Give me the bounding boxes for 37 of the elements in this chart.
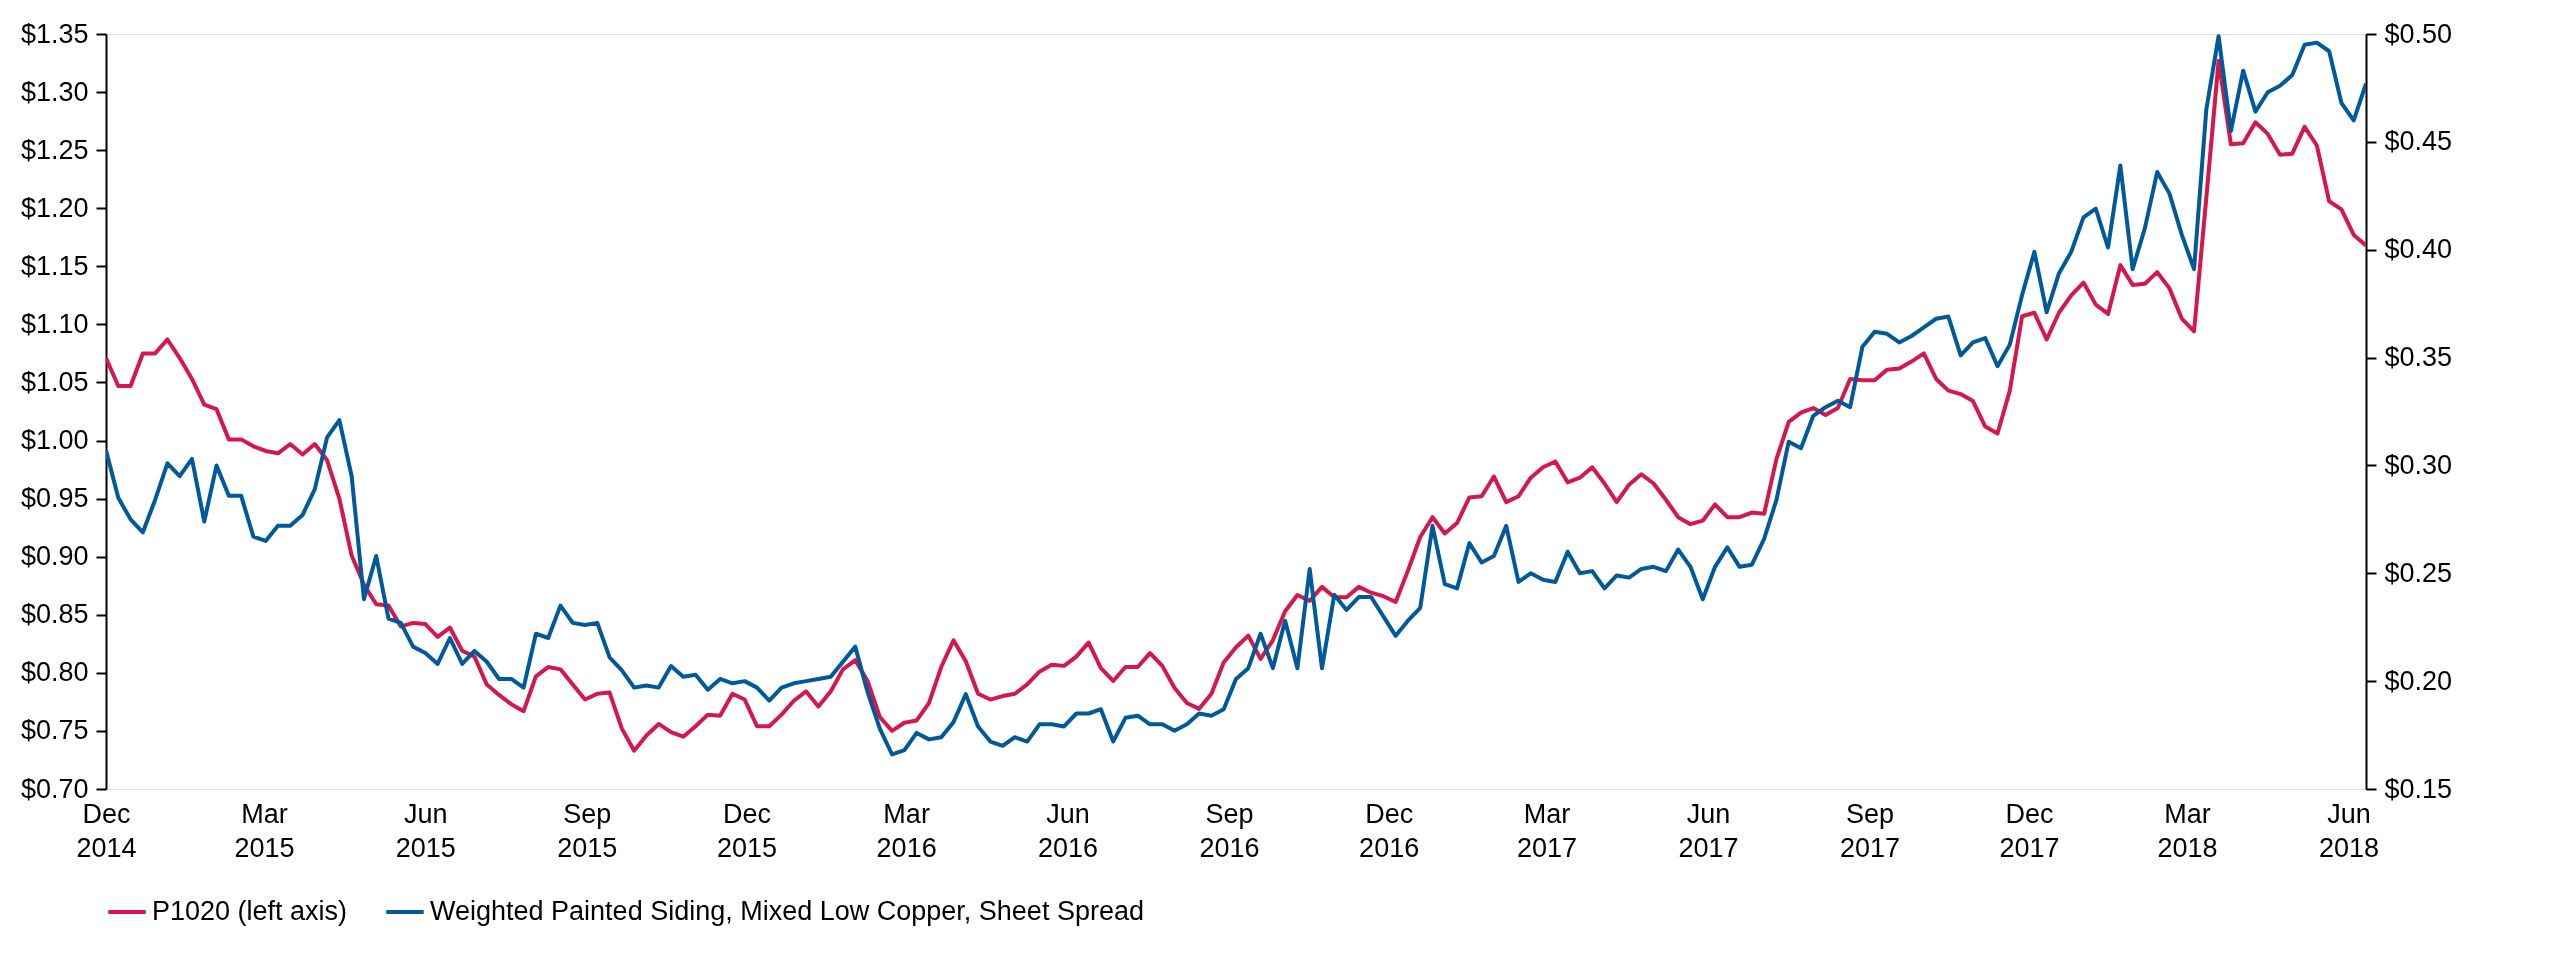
x-tick-label: Jun 2016 [1038, 798, 1099, 863]
y-tick-label: $1.15 [20, 250, 89, 281]
y2-tick-label: $0.30 [2384, 449, 2453, 480]
x-tick-label: Mar 2017 [1517, 798, 1578, 863]
y2-tick-label: $0.40 [2384, 234, 2453, 265]
y-tick-label: $0.75 [20, 715, 89, 746]
x-tick-label: Jun 2017 [1678, 798, 1739, 863]
y-tick-label: $1.25 [20, 134, 89, 165]
y-tick-label: $1.05 [20, 366, 89, 397]
y2-tick-label: $0.25 [2384, 557, 2453, 588]
y2-tick-label: $0.15 [2384, 773, 2453, 804]
y-tick-label: $1.35 [20, 18, 89, 49]
legend-label: P1020 (left axis) [152, 896, 348, 926]
y-tick-label: $1.00 [20, 425, 89, 456]
y-tick-label: $1.20 [20, 192, 89, 223]
y-tick-label: $0.85 [20, 599, 89, 630]
x-tick-label: Jun 2015 [395, 798, 456, 863]
x-tick-label: Mar 2018 [2157, 798, 2218, 863]
y-tick-label: $0.95 [20, 483, 89, 514]
x-tick-label: Dec 2017 [1999, 798, 2060, 863]
y2-tick-label: $0.20 [2384, 665, 2453, 696]
y-tick-label: $0.90 [20, 541, 89, 572]
y-tick-label: $1.10 [20, 308, 89, 339]
x-tick-label: Mar 2016 [876, 798, 937, 863]
y-tick-label: $0.80 [20, 657, 89, 688]
x-tick-label: Jun 2018 [2318, 798, 2379, 863]
y2-tick-label: $0.50 [2384, 18, 2453, 49]
y2-tick-label: $0.45 [2384, 126, 2453, 157]
y2-tick-label: $0.35 [2384, 342, 2453, 373]
legend-label: Weighted Painted Siding, Mixed Low Copper, Sheet Spread [430, 896, 1144, 926]
x-tick-label: Sep 2017 [1839, 798, 1900, 863]
x-tick-label: Sep 2015 [557, 798, 618, 863]
x-tick-label: Sep 2016 [1199, 798, 1260, 863]
y-tick-label: $1.30 [20, 76, 89, 107]
x-tick-label: Mar 2015 [234, 798, 295, 863]
x-tick-label: Dec 2015 [716, 798, 777, 863]
x-tick-label: Dec 2016 [1359, 798, 1420, 863]
